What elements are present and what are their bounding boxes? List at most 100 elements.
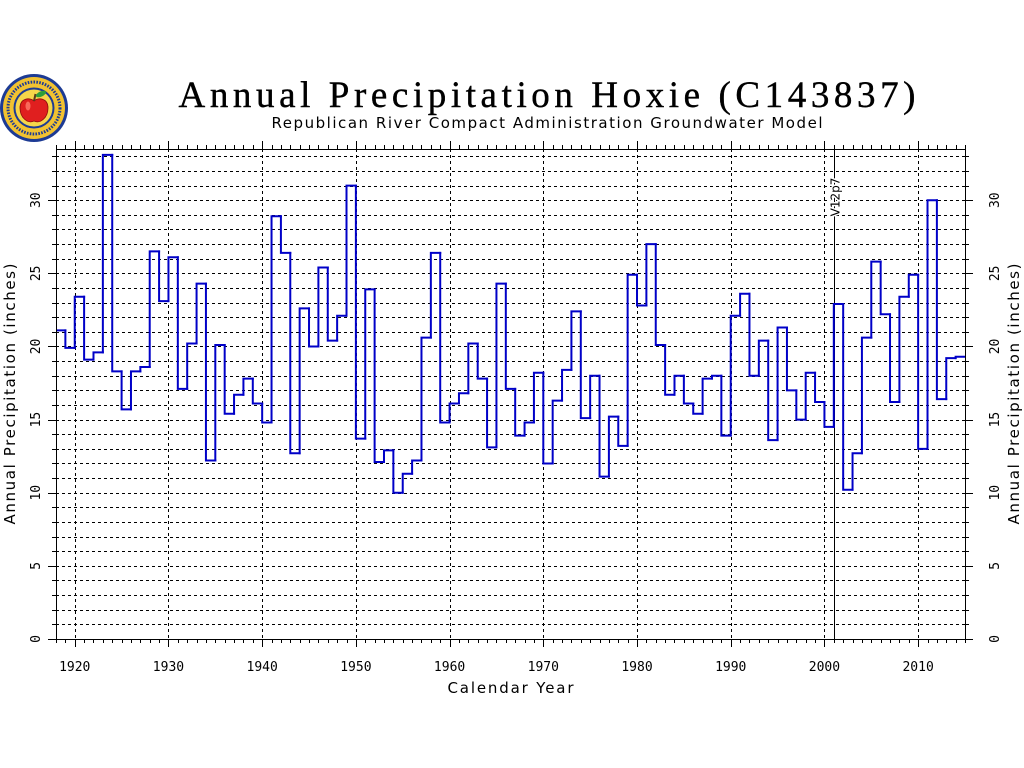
precip-step-1998 [804,371,817,421]
precip-step-1968 [523,421,535,437]
y-tick-label-left-0: 0 [29,635,44,643]
precip-step-1923 [101,153,114,354]
precip-step-1978 [617,415,629,447]
y-tick-label-right-5: 5 [988,562,1003,570]
precip-step-1928 [148,250,161,368]
precip-step-1974 [579,310,592,420]
precip-step-1988 [710,374,723,380]
chart-subtitle: Republican River Compact Administration … [272,114,823,132]
precip-step-1980 [636,273,648,307]
precip-step-1947 [326,266,339,342]
precip-step-2000 [823,401,835,428]
precip-step-1920 [73,295,86,349]
precip-step-1958 [429,251,442,339]
precip-step-2005 [870,260,882,339]
precip-step-1955 [401,472,414,494]
grid [56,149,965,639]
precip-step-1986 [692,402,704,415]
tick-labels: 1920 1930 1940 1950 1960 1970 1980 1990 2000 2010… [29,192,1003,675]
precip-step-1991 [739,292,751,317]
precip-step-1952 [373,288,385,464]
x-tick-label-2000: 2000 [809,660,840,675]
precip-step-1936 [223,344,236,415]
x-tick-label-1950: 1950 [340,660,371,675]
y-tick-label-right-20: 20 [988,339,1003,355]
precip-step-2001 [832,303,845,428]
y-tick-label-right-10: 10 [988,485,1003,501]
apple-highlight [25,101,31,111]
precip-step-1970 [542,371,554,465]
x-tick-label-1970: 1970 [528,660,559,675]
precip-step-2010 [917,273,929,450]
precip-step-1926 [129,370,142,411]
x-tick-label-1920: 1920 [59,660,90,675]
precip-step-1948 [336,314,348,342]
precip-step-1981 [645,243,657,307]
precip-step-1942 [279,215,292,254]
y-tick-label-left-25: 25 [29,266,44,282]
precip-step-2007 [889,313,901,404]
precip-step-1935 [214,344,226,462]
x-tick-label-1990: 1990 [715,660,746,675]
x-tick-label-1980: 1980 [621,660,652,675]
precip-step-series [56,153,966,494]
y-tick-label-right-25: 25 [988,266,1003,282]
precip-step-2003 [851,452,863,491]
precip-step-1993 [757,339,770,377]
x-tick-label-1960: 1960 [434,660,465,675]
plot-area [56,153,966,494]
precip-step-1949 [345,184,357,317]
precip-step-1937 [233,393,245,415]
axis-ticks [48,141,973,647]
y-tick-label-left-10: 10 [29,485,44,501]
precip-step-1943 [289,251,301,455]
precip-step-1973 [570,310,582,371]
y-tick-label-right-0: 0 [988,635,1003,643]
precip-step-1939 [251,377,264,405]
precip-step-1919 [64,329,76,349]
precip-step-1956 [411,459,423,475]
precip-step-1961 [457,392,470,405]
precip-step-1940 [261,402,273,424]
precip-step-1996 [785,326,798,392]
precip-step-1941 [270,215,282,424]
precip-step-1922 [92,351,104,361]
version-marker-label: V12p7 [829,178,843,217]
precip-step-1992 [748,292,760,377]
precip-step-1930 [167,256,179,303]
precip-step-1971 [551,399,564,465]
precip-step-1989 [720,374,732,437]
precip-step-1983 [664,344,676,396]
leaf-icon [35,90,47,98]
apple-seal-icon [0,74,68,142]
x-axis-title: Calendar Year [448,679,575,697]
precip-step-1960 [448,402,460,424]
precip-step-1999 [814,371,826,404]
seal-lettering-ring [6,80,62,136]
precip-step-1953 [382,449,395,464]
precip-step-1929 [158,250,170,303]
precip-step-2002 [842,303,854,491]
precip-step-1924 [111,153,123,373]
precip-step-1925 [120,370,132,411]
precip-step-2011 [926,199,938,450]
y-tick-label-left-30: 30 [29,192,44,208]
y-tick-label-left-20: 20 [29,339,44,355]
precip-step-2013 [945,357,957,401]
precip-step-1934 [204,282,217,462]
y-axis-title-right: Annual Precipitation (inches) [1005,264,1023,525]
chart-title: Annual Precipitation Hoxie (C143837) [179,75,916,116]
precip-step-1987 [701,377,713,415]
precip-step-1964 [486,377,498,449]
precip-step-1975 [589,374,601,420]
y-tick-label-right-30: 30 [988,192,1003,208]
precip-step-1982 [654,243,667,346]
precip-step-1990 [729,314,742,437]
precip-step-2004 [860,336,873,455]
precip-step-1976 [598,374,610,478]
precip-step-1984 [673,374,685,396]
precip-step-1927 [139,365,151,373]
apple-stem-icon [33,93,37,102]
precip-step-1950 [354,184,367,440]
precip-step-1969 [532,371,545,424]
